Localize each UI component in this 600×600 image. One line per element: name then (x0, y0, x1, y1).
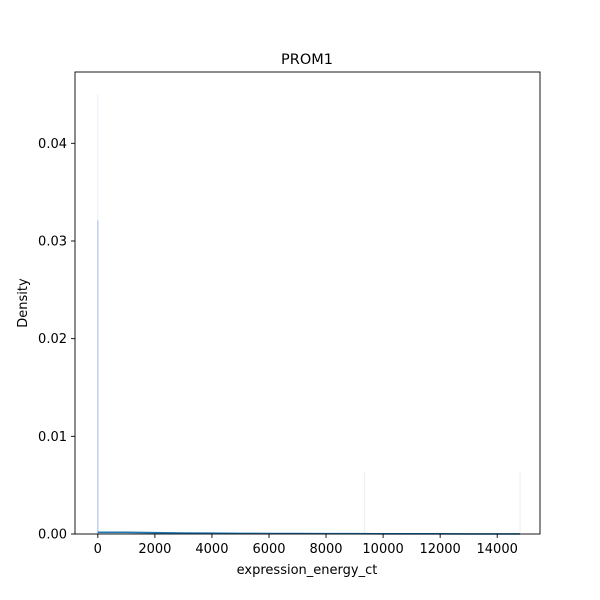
x-tick-label: 10000 (362, 542, 403, 557)
y-axis-label: Density (16, 278, 31, 328)
chart-title: PROM1 (281, 52, 333, 68)
y-tick-label: 0.00 (38, 528, 67, 543)
x-tick-label: 2000 (138, 542, 171, 557)
x-tick-label: 6000 (252, 542, 285, 557)
x-axis-label: expression_energy_ct (237, 563, 378, 578)
y-tick-label: 0.04 (38, 137, 67, 152)
x-tick-label: 14000 (477, 542, 518, 557)
y-tick-label: 0.03 (38, 234, 67, 249)
y-tick-label: 0.02 (38, 332, 67, 347)
x-tick-label: 0 (94, 542, 102, 557)
x-tick-label: 8000 (309, 542, 342, 557)
x-tick-label: 12000 (419, 542, 460, 557)
y-tick-label: 0.01 (38, 430, 67, 445)
x-tick-label: 4000 (195, 542, 228, 557)
axes-frame (74, 71, 541, 535)
y-axis-ticks: 0.00 0.01 0.02 0.03 0.04 (38, 137, 75, 543)
x-axis-ticks: 0 2000 4000 6000 8000 10000 12000 14000 (94, 534, 518, 557)
